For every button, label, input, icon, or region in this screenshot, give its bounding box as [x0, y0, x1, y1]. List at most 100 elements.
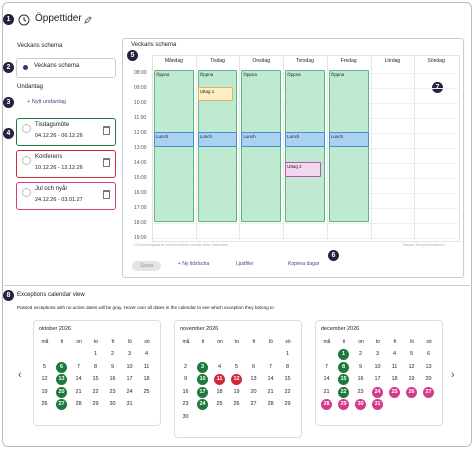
- date[interactable]: 22: [284, 388, 291, 395]
- schedule-name[interactable]: Veckans schema: [34, 63, 80, 69]
- date[interactable]: 22: [338, 386, 349, 398]
- date[interactable]: 5: [42, 363, 47, 370]
- date[interactable]: 26: [41, 401, 48, 407]
- date[interactable]: 4: [392, 351, 397, 357]
- button[interactable]: Kopiera dagar: [288, 261, 320, 267]
- exception-card[interactable]: [16, 118, 116, 146]
- delete-icon[interactable]: [103, 190, 110, 199]
- date[interactable]: 20: [250, 388, 257, 395]
- date[interactable]: 30: [355, 399, 366, 410]
- date[interactable]: 11: [143, 363, 150, 370]
- date[interactable]: 9: [110, 363, 115, 370]
- date[interactable]: 13: [56, 374, 67, 385]
- date[interactable]: 24: [372, 386, 383, 398]
- date[interactable]: 29: [338, 399, 349, 410]
- date[interactable]: 5: [234, 363, 239, 370]
- time-slot[interactable]: Lunch: [285, 132, 325, 147]
- date[interactable]: 3: [197, 361, 208, 373]
- edit-icon[interactable]: [84, 16, 92, 24]
- button[interactable]: Spara: [132, 261, 162, 271]
- delete-icon[interactable]: [103, 158, 110, 167]
- date[interactable]: 24: [126, 388, 133, 395]
- prev-arrow[interactable]: ‹: [18, 369, 22, 381]
- date[interactable]: 24: [197, 399, 208, 410]
- date[interactable]: 5: [409, 351, 414, 357]
- date[interactable]: 19: [233, 388, 240, 395]
- date[interactable]: 12: [408, 363, 415, 370]
- date[interactable]: 31: [372, 399, 383, 410]
- date[interactable]: 12: [41, 376, 48, 382]
- date[interactable]: 18: [143, 376, 150, 382]
- date[interactable]: 27: [423, 386, 434, 398]
- date[interactable]: 28: [267, 401, 274, 407]
- date[interactable]: 25: [389, 386, 400, 398]
- next-arrow[interactable]: ›: [451, 369, 455, 381]
- date[interactable]: 27: [56, 399, 67, 410]
- date[interactable]: 28: [75, 401, 82, 407]
- date[interactable]: 23: [182, 401, 189, 407]
- button[interactable]: Ljudfiler: [236, 261, 254, 267]
- date[interactable]: 1: [93, 351, 98, 357]
- date[interactable]: 10: [197, 374, 208, 385]
- date[interactable]: 21: [75, 388, 82, 395]
- date[interactable]: 31: [126, 401, 133, 407]
- date[interactable]: 19: [41, 388, 48, 395]
- date[interactable]: 26: [233, 401, 240, 407]
- date[interactable]: 19: [408, 376, 415, 382]
- date[interactable]: 3: [375, 351, 380, 357]
- date[interactable]: 21: [267, 388, 274, 395]
- schedule-card[interactable]: [16, 58, 116, 78]
- date[interactable]: 14: [323, 376, 330, 382]
- date[interactable]: 10: [126, 363, 133, 370]
- date[interactable]: 23: [109, 388, 116, 395]
- date[interactable]: 9: [183, 376, 188, 382]
- date[interactable]: 29: [92, 401, 99, 407]
- delete-icon[interactable]: [103, 126, 110, 135]
- date[interactable]: 6: [426, 351, 431, 357]
- date[interactable]: 16: [357, 376, 364, 382]
- date[interactable]: 25: [143, 388, 150, 395]
- date[interactable]: 18: [391, 376, 398, 382]
- date[interactable]: 6: [56, 361, 67, 373]
- exception-card[interactable]: [16, 182, 116, 210]
- date[interactable]: 15: [338, 374, 349, 385]
- time-slot[interactable]: Lunch: [328, 132, 369, 147]
- date[interactable]: 13: [250, 376, 257, 382]
- date[interactable]: 1: [338, 349, 349, 360]
- date[interactable]: 8: [338, 361, 349, 373]
- date[interactable]: 26: [406, 386, 417, 398]
- time-slot[interactable]: Lunch: [197, 132, 238, 147]
- date[interactable]: 12: [231, 374, 242, 385]
- date[interactable]: 2: [183, 363, 188, 370]
- date[interactable]: 10: [374, 363, 381, 370]
- time-slot[interactable]: Uttag 2: [285, 162, 321, 177]
- date[interactable]: 30: [182, 413, 189, 420]
- date[interactable]: 2: [110, 351, 115, 357]
- date[interactable]: 15: [284, 376, 291, 382]
- button[interactable]: + Ny tidslucka: [178, 261, 210, 267]
- date[interactable]: 22: [92, 388, 99, 395]
- time-slot[interactable]: Uttag 1: [197, 87, 234, 101]
- date[interactable]: 9: [358, 363, 363, 370]
- date[interactable]: 11: [391, 363, 398, 370]
- date[interactable]: 3: [127, 351, 132, 357]
- date[interactable]: 7: [324, 363, 329, 370]
- date[interactable]: 15: [92, 376, 99, 382]
- date[interactable]: 18: [216, 388, 223, 395]
- date[interactable]: 14: [267, 376, 274, 382]
- time-slot[interactable]: Lunch: [241, 132, 282, 147]
- date[interactable]: 28: [321, 399, 332, 410]
- date[interactable]: 4: [144, 351, 149, 357]
- date[interactable]: 30: [109, 401, 116, 407]
- date[interactable]: 13: [425, 363, 432, 370]
- date[interactable]: 16: [182, 388, 189, 395]
- new-exception-button[interactable]: + Nytt undantag: [27, 99, 66, 105]
- exception-card[interactable]: [16, 150, 116, 178]
- date[interactable]: 17: [126, 376, 133, 382]
- date[interactable]: 1: [285, 351, 290, 357]
- date[interactable]: 21: [323, 388, 330, 395]
- date[interactable]: 8: [93, 363, 98, 370]
- date[interactable]: 23: [357, 388, 364, 395]
- time-slot[interactable]: Lunch: [154, 132, 194, 147]
- date[interactable]: 6: [251, 363, 256, 370]
